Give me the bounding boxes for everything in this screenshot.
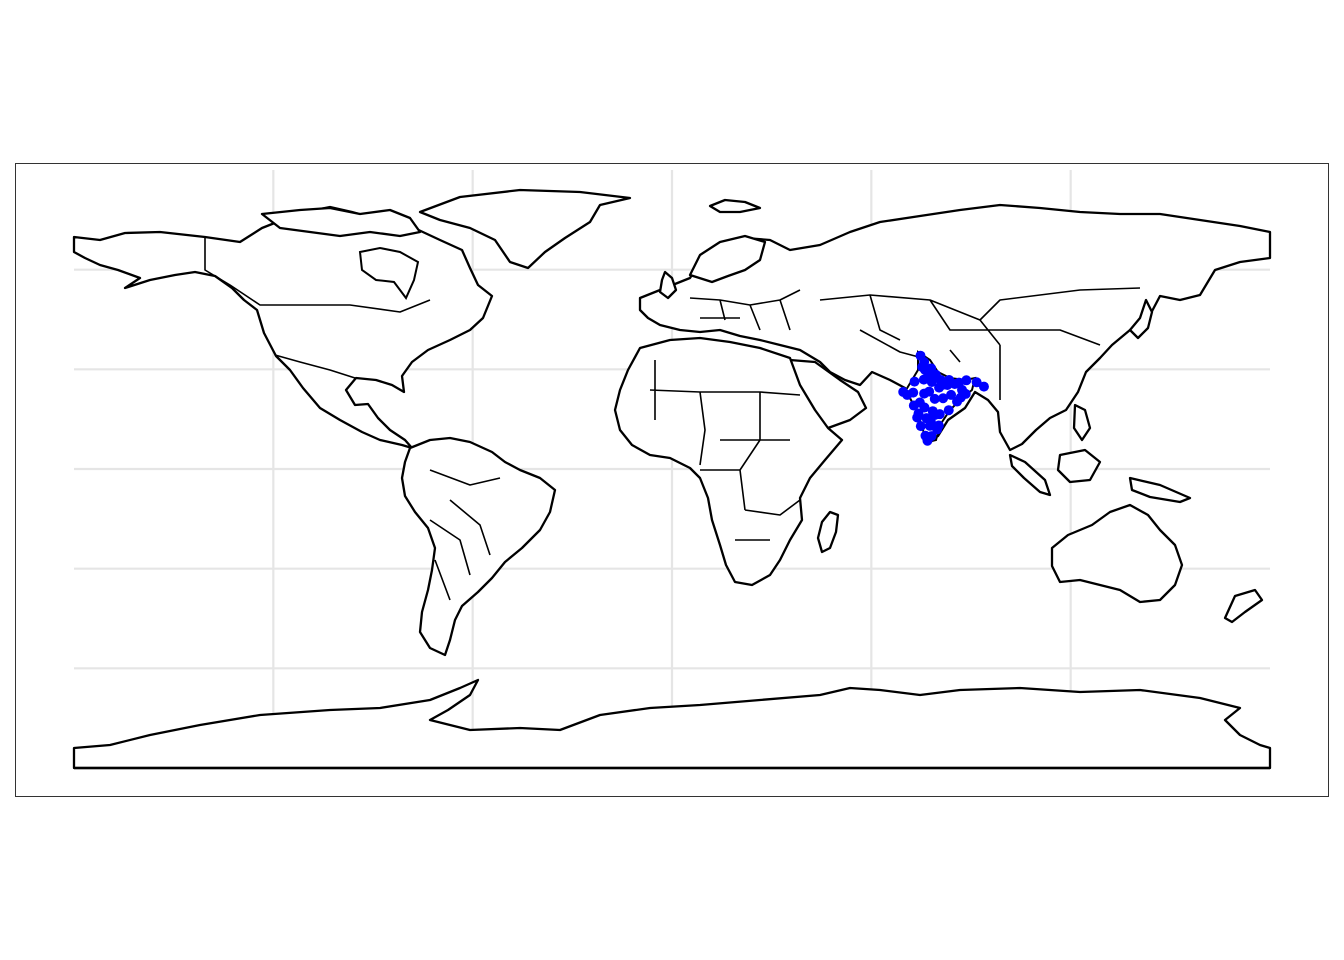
antarctica	[72, 678, 1272, 770]
india-points	[898, 350, 989, 446]
location-point	[929, 393, 940, 404]
location-point	[978, 381, 989, 392]
location-point	[919, 388, 930, 399]
asia-borders	[819, 287, 1141, 400]
new-zealand	[1223, 588, 1264, 624]
landmasses	[72, 188, 1272, 770]
europe-borders	[689, 289, 801, 331]
us-canada-border	[204, 237, 431, 313]
iceland	[708, 198, 762, 214]
location-point	[926, 376, 937, 387]
south-america-borders	[429, 469, 501, 601]
location-point	[930, 369, 941, 380]
new-guinea	[1128, 476, 1192, 504]
location-point	[915, 421, 926, 432]
country-borders	[204, 237, 1141, 601]
location-point	[943, 405, 954, 416]
philippines	[1072, 403, 1092, 442]
location-point	[909, 376, 920, 387]
location-point	[955, 392, 966, 403]
scandinavia	[688, 234, 767, 284]
japan	[1128, 298, 1154, 340]
africa-borders	[649, 360, 801, 541]
borneo	[1056, 448, 1102, 484]
location-point	[920, 430, 931, 441]
us-mexico-border	[274, 354, 356, 379]
south-america	[400, 436, 557, 657]
madagascar	[816, 510, 840, 554]
location-point	[898, 386, 909, 397]
greenland	[418, 188, 632, 270]
sumatra	[1008, 453, 1052, 497]
eurasia	[638, 203, 1272, 452]
location-point	[938, 393, 949, 404]
location-point	[914, 397, 925, 408]
location-point	[971, 377, 982, 388]
arctic-islands	[260, 206, 422, 238]
location-point	[946, 389, 957, 400]
location-point	[932, 424, 943, 435]
location-point	[934, 409, 945, 420]
africa	[613, 336, 844, 587]
hudson-bay	[358, 246, 420, 300]
location-point	[944, 374, 955, 385]
location-point	[918, 374, 929, 385]
great-britain	[658, 270, 678, 300]
australia	[1050, 503, 1184, 604]
location-point	[961, 375, 972, 386]
